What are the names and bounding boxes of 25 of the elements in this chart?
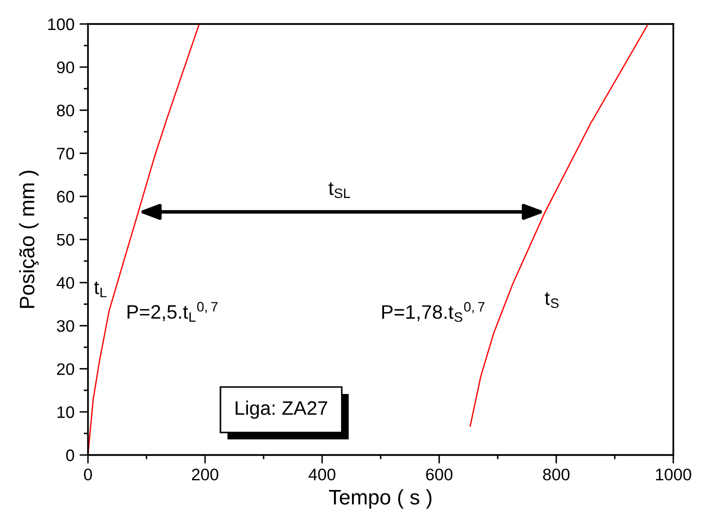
y-tick-label: 90 — [57, 62, 74, 74]
x-tick-label: 600 — [426, 468, 452, 480]
y-tick-label: 30 — [56, 320, 74, 332]
annotation: t$_{SL}$ — [328, 182, 350, 198]
x-tick-label: 200 — [192, 468, 218, 480]
annotation: P=1,78.t$_{S}$$^{0,7}$ — [382, 302, 484, 322]
y-tick-label: 100 — [48, 18, 74, 30]
x-tick-label: 1000 — [656, 468, 692, 480]
y-tick-label: 50 — [56, 234, 74, 246]
y-tick-label: 20 — [57, 363, 74, 375]
y-axis-title: Posição ( mm ) — [19, 170, 39, 308]
y-tick-label: 80 — [56, 104, 74, 116]
y-tick-label: 10 — [58, 406, 74, 418]
annotation: t$_{L}$ — [94, 281, 107, 298]
y-tick-label: 70 — [57, 148, 74, 160]
annotation: Liga: ZA27 — [236, 400, 328, 419]
annotation: t$_{S}$ — [544, 292, 559, 308]
y-tick-label: 0 — [66, 449, 74, 462]
x-axis-title: Tempo ( s ) — [329, 489, 432, 509]
x-tick-label: 0 — [84, 468, 92, 480]
x-tick-label: 400 — [308, 468, 336, 480]
y-tick-label: 40 — [56, 276, 74, 289]
annotation: P=2,5.t$_{L}$$^{0,7}$ — [128, 302, 218, 322]
y-tick-label: 60 — [57, 190, 74, 203]
x-tick-label: 800 — [543, 468, 570, 480]
